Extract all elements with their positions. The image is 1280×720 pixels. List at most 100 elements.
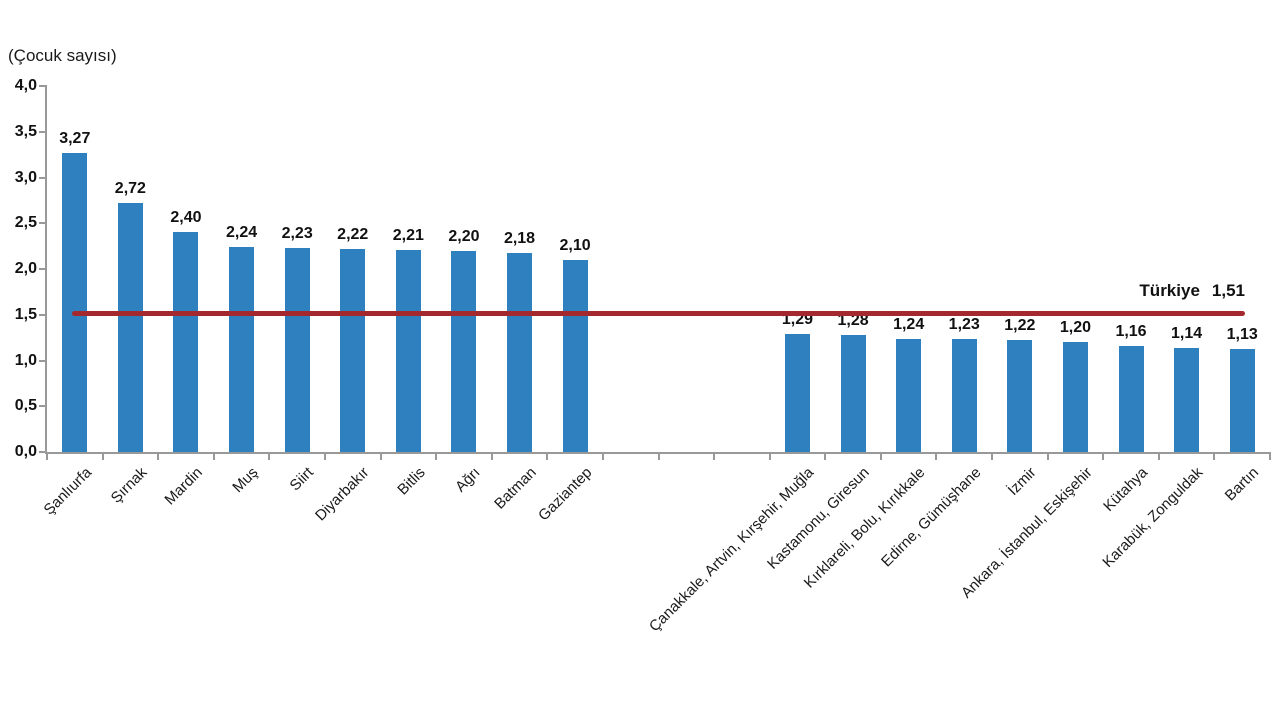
y-axis-tick-label: 3,5: [14, 122, 37, 140]
bar: [507, 252, 533, 452]
x-axis-tick: [713, 452, 716, 460]
bar: [1229, 348, 1255, 452]
bar-value-label: 1,16: [1115, 322, 1147, 340]
bar: [1118, 345, 1144, 452]
bar: [229, 247, 255, 452]
bar: [284, 247, 310, 452]
y-axis-tick: [39, 451, 46, 453]
category-label: Şırnak: [107, 464, 151, 507]
x-axis-tick: [824, 452, 827, 460]
x-axis-tick: [101, 452, 104, 460]
category-label: Kastamonu, Giresun: [764, 464, 874, 573]
y-axis-tick-label: 1,0: [14, 351, 37, 369]
x-axis-tick: [268, 452, 271, 460]
category-label: Karabük, Zonguldak: [1099, 464, 1207, 571]
bar-value-label: 2,40: [170, 209, 202, 227]
y-axis-tick: [39, 85, 46, 87]
category-label: Kütahya: [1100, 464, 1152, 515]
category-label: Ağrı: [452, 464, 484, 496]
bar-value-label: 2,72: [114, 180, 146, 198]
category-label: Muş: [229, 464, 262, 497]
bar-value-label: 1,13: [1226, 325, 1258, 343]
bar: [1174, 347, 1200, 452]
bar: [1062, 342, 1088, 452]
y-axis-tick: [39, 405, 46, 408]
x-axis-tick: [323, 452, 326, 460]
y-axis-tick: [39, 313, 46, 316]
bar-value-label: 1,24: [893, 315, 925, 333]
category-label: Batman: [490, 464, 540, 513]
x-axis-tick: [1102, 452, 1105, 460]
y-axis-title: (Çocuk sayısı): [8, 46, 117, 65]
x-axis-tick: [379, 452, 382, 460]
bar-value-label: 2,23: [281, 224, 313, 242]
bar-value-label: 3,27: [59, 129, 91, 147]
bar: [896, 338, 922, 452]
bar-value-label: 1,14: [1171, 324, 1203, 342]
bar-value-label: 1,23: [948, 316, 980, 334]
bar-value-label: 2,22: [337, 225, 369, 243]
bar: [395, 249, 421, 452]
turkiye-reference-label: Türkiye 1,51: [1000, 281, 1245, 301]
bar: [562, 259, 588, 452]
x-axis-tick: [991, 452, 994, 460]
y-axis-tick-label: 3,0: [14, 168, 37, 186]
turkiye-reference-label-text: Türkiye: [1139, 281, 1200, 300]
y-axis-line: [45, 85, 47, 454]
bar-value-label: 2,21: [392, 226, 424, 244]
y-axis-tick-label: 1,5: [14, 305, 37, 323]
x-axis-tick: [1269, 452, 1271, 460]
x-axis-tick: [879, 452, 882, 460]
y-axis-tick: [39, 222, 46, 225]
category-label: Bitlis: [393, 464, 429, 499]
category-label: Edirne, Gümüşhane: [877, 464, 985, 571]
y-axis-tick: [39, 359, 46, 362]
category-label: Bartın: [1221, 464, 1263, 505]
x-axis-tick: [435, 452, 438, 460]
bar: [1007, 340, 1033, 452]
x-axis-tick: [490, 452, 493, 460]
x-axis-tick: [212, 452, 215, 460]
bar: [62, 152, 88, 452]
bar: [451, 250, 477, 452]
bar-value-label: 2,10: [559, 236, 591, 254]
category-label: Gaziantep: [534, 464, 596, 525]
bar-value-label: 2,24: [225, 224, 258, 242]
x-axis-tick: [1046, 452, 1049, 460]
x-axis-tick: [157, 452, 160, 460]
y-axis-tick-label: 4,0: [14, 77, 37, 94]
category-label: Mardin: [161, 464, 207, 509]
bar: [951, 339, 977, 452]
y-axis-tick-label: 0,0: [14, 443, 37, 460]
category-label: Siirt: [286, 464, 318, 495]
turkiye-reference-line: [72, 311, 1245, 317]
category-label: Şanlıurfa: [40, 464, 95, 519]
bar: [840, 334, 866, 452]
x-axis-tick: [1213, 452, 1216, 460]
x-axis-tick: [46, 452, 48, 460]
bar: [117, 203, 143, 452]
x-axis-tick: [768, 452, 771, 460]
y-axis-tick: [39, 268, 46, 270]
bar-value-label: 1,20: [1059, 319, 1091, 337]
x-axis-tick: [1157, 452, 1160, 460]
bar: [340, 248, 366, 452]
bar: [173, 232, 199, 452]
x-axis-tick: [601, 452, 604, 460]
y-axis-tick: [39, 176, 46, 179]
bar-value-label: 1,28: [837, 311, 869, 329]
x-axis-tick: [546, 452, 549, 460]
x-axis-tick: [657, 452, 660, 460]
bar-value-label: 2,18: [503, 229, 536, 247]
bar: [784, 333, 810, 452]
y-axis-tick: [39, 130, 46, 133]
bar-value-label: 2,20: [448, 227, 480, 245]
category-label: Diyarbakır: [312, 464, 373, 525]
bar-value-label: 1,22: [1004, 317, 1036, 335]
y-axis-tick-label: 2,5: [14, 214, 37, 232]
x-axis-tick: [935, 452, 938, 460]
category-label: İzmir: [1004, 464, 1040, 500]
turkiye-reference-value: 1,51: [1211, 281, 1245, 300]
y-axis-tick-label: 2,0: [14, 260, 37, 277]
